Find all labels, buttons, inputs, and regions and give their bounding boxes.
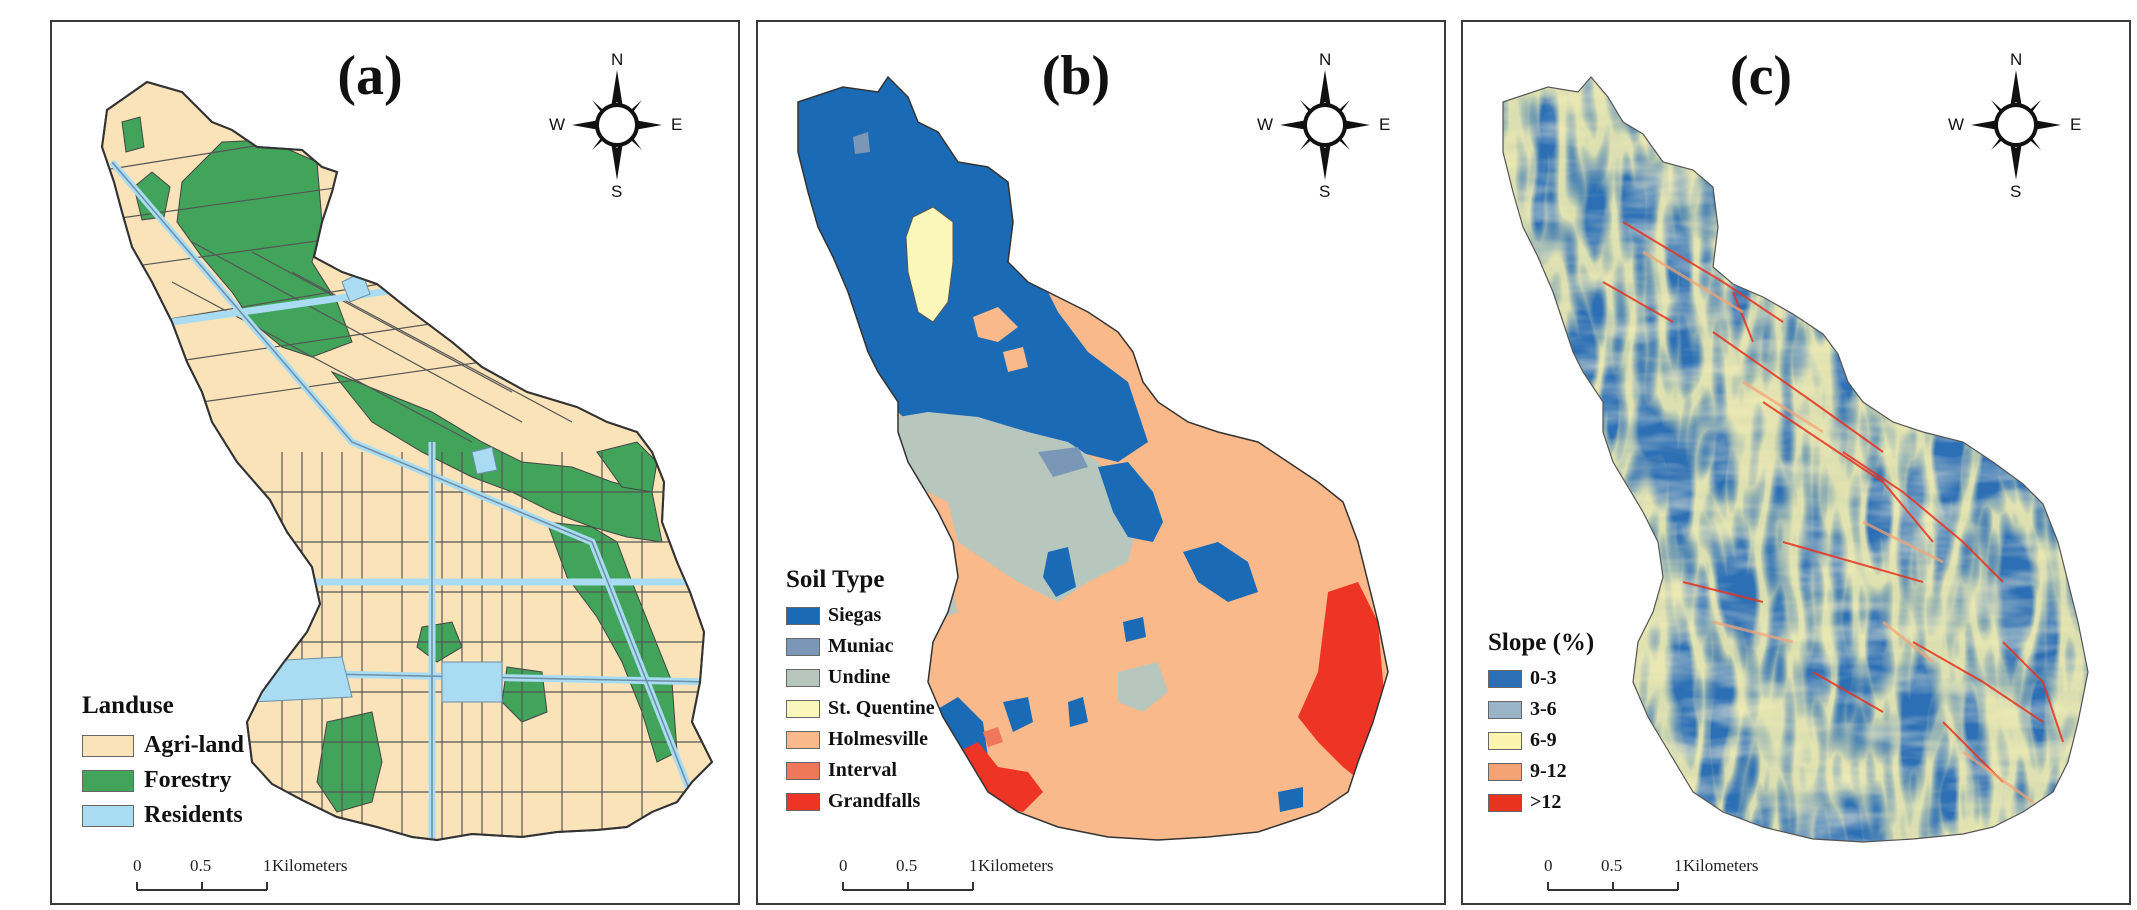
scale-tick: 0.5 [1601, 856, 1623, 875]
legend-swatch [82, 734, 134, 757]
scale-tick: 1 [969, 856, 978, 875]
legend-swatch [82, 804, 134, 827]
legend-item: Muniac [786, 631, 935, 662]
scale-unit: Kilometers [272, 856, 348, 875]
legend-label: Interval [828, 759, 897, 781]
landuse-map [100, 80, 714, 842]
scale-tick: 1 [1674, 856, 1683, 875]
legend-item: 6-9 [1488, 725, 1594, 756]
legend-item: 3-6 [1488, 694, 1594, 725]
panel-label: (c) [1729, 45, 1793, 107]
legend-item: Agri-land [82, 728, 244, 763]
map-panel-slope: (c) N S W E Slope (%) 0-3 3-6 6-9 9-12 >… [1461, 20, 2131, 905]
compass-w: W [1257, 115, 1274, 134]
legend-label: Agri-land [144, 732, 245, 758]
legend-swatch [786, 761, 820, 780]
legend-item: Holmesville [786, 724, 935, 755]
legend-item: Grandfalls [786, 786, 935, 817]
legend-swatch [1488, 669, 1522, 688]
scale-unit: Kilometers [978, 856, 1054, 875]
landuse-features [102, 116, 712, 840]
north-arrow: N S W E [1255, 50, 1395, 201]
legend-label: Muniac [828, 635, 894, 657]
scale-bar: 0 0.5 1 Kilometers [1503, 850, 1833, 910]
compass-e: E [671, 115, 683, 134]
legend-item: Forestry [82, 763, 244, 798]
legend-label: 0-3 [1530, 667, 1557, 689]
scale-tick: 1 [263, 856, 272, 875]
soil-map [797, 76, 1389, 841]
scale-tick: 0 [839, 856, 848, 875]
compass-s: S [611, 182, 623, 201]
compass-n: N [2010, 50, 2023, 69]
north-arrow: N S W E [1946, 50, 2086, 201]
legend-item: Siegas [786, 600, 935, 631]
legend-label: Grandfalls [828, 790, 921, 812]
legend-swatch [786, 606, 820, 625]
scale-bar: 0 0.5 1 Kilometers [92, 850, 422, 910]
legend-item: 9-12 [1488, 756, 1594, 787]
scale-tick: 0 [1544, 856, 1553, 875]
slope-map [1502, 76, 2089, 843]
compass-e: E [1379, 115, 1391, 134]
legend-label: Undine [828, 666, 891, 688]
legend-swatch [1488, 762, 1522, 781]
north-arrow: N S W E [547, 50, 687, 201]
legend-swatch [82, 769, 134, 792]
legend-swatch [1488, 731, 1522, 750]
panel-label: (b) [1041, 45, 1111, 107]
compass-e: E [2070, 115, 2082, 134]
scale-unit: Kilometers [1683, 856, 1759, 875]
legend-label: Holmesville [828, 728, 928, 750]
map-panel-landuse: (a) N S W E Landuse Agri-land Forestry R… [50, 20, 740, 905]
legend-swatch [786, 637, 820, 656]
soil-legend: Soil Type Siegas Muniac Undine St. Quent… [786, 566, 935, 817]
scale-tick: 0.5 [896, 856, 918, 875]
legend-swatch [786, 730, 820, 749]
legend-title: Landuse [82, 692, 174, 719]
legend-swatch [786, 792, 820, 811]
legend-label: Residents [144, 802, 243, 828]
legend-item: St. Quentine [786, 693, 935, 724]
slope-legend: Slope (%) 0-3 3-6 6-9 9-12 >12 [1488, 629, 1594, 818]
compass-w: W [549, 115, 566, 134]
scale-bar: 0 0.5 1 Kilometers [798, 850, 1128, 910]
scale-tick: 0.5 [190, 856, 212, 875]
legend-label: 3-6 [1530, 698, 1557, 720]
legend-item: Interval [786, 755, 935, 786]
compass-s: S [1319, 182, 1331, 201]
legend-label: 6-9 [1530, 729, 1557, 751]
panel-label: (a) [337, 45, 403, 107]
legend-swatch [1488, 700, 1522, 719]
legend-label: St. Quentine [828, 697, 935, 719]
legend-swatch [786, 668, 820, 687]
compass-n: N [1319, 50, 1332, 69]
legend-item: 0-3 [1488, 663, 1594, 694]
scale-tick: 0 [133, 856, 142, 875]
legend-label: Siegas [828, 604, 882, 626]
legend-item: Residents [82, 798, 244, 833]
legend-item: >12 [1488, 787, 1594, 818]
compass-n: N [611, 50, 624, 69]
legend-label: >12 [1530, 791, 1562, 813]
legend-title: Slope (%) [1488, 629, 1595, 656]
legend-item: Undine [786, 662, 935, 693]
map-panel-soil: (b) N S W E Soil Type Siegas Muniac Undi… [756, 20, 1446, 905]
legend-title: Soil Type [786, 566, 885, 593]
legend-swatch [1488, 793, 1522, 812]
legend-swatch [786, 699, 820, 718]
compass-s: S [2010, 182, 2022, 201]
legend-label: 9-12 [1530, 760, 1567, 782]
compass-w: W [1948, 115, 1965, 134]
legend-label: Forestry [144, 767, 232, 793]
landuse-legend: Landuse Agri-land Forestry Residents [82, 692, 244, 833]
